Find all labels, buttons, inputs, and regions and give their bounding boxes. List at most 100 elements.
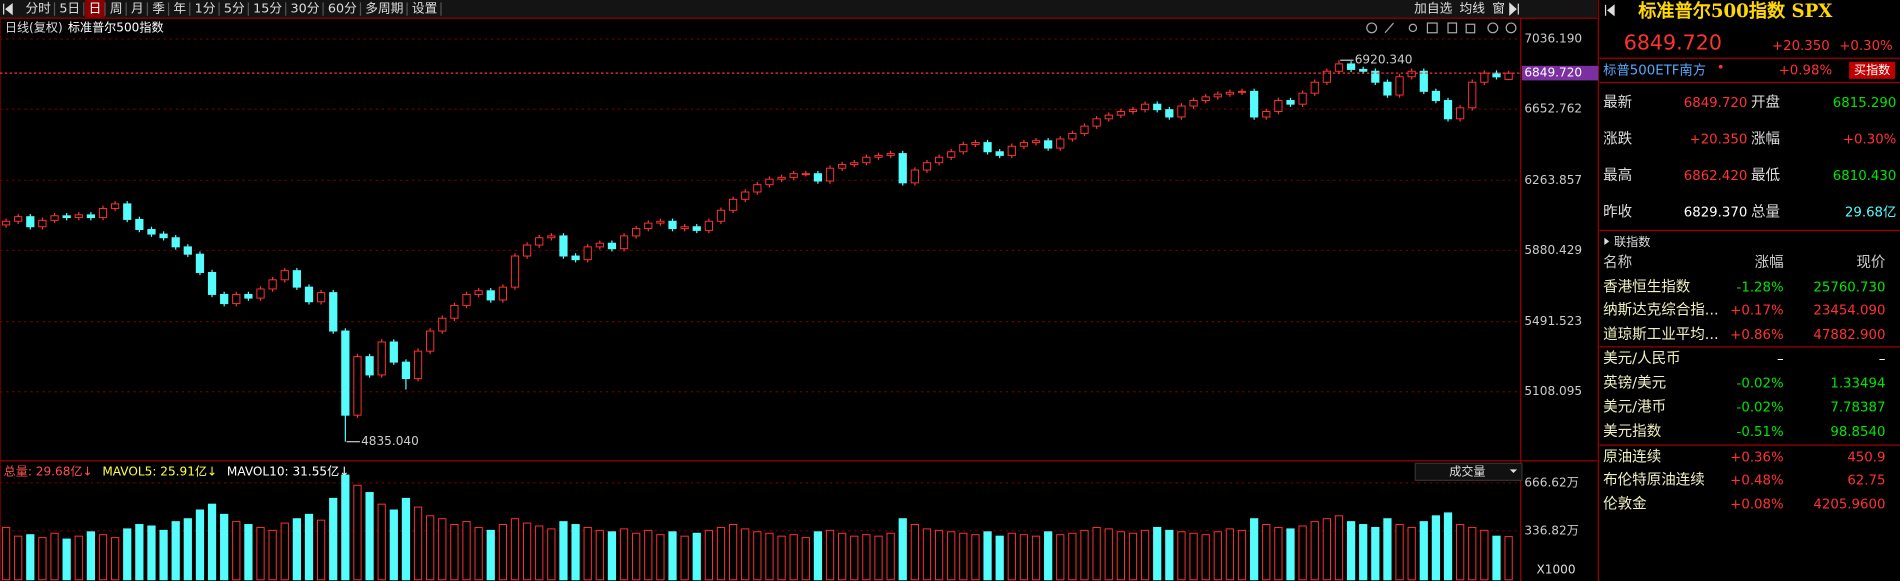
related-name[interactable]: 纳斯达克综合指...	[1603, 302, 1719, 319]
candle-body	[1104, 114, 1113, 120]
period-tab[interactable]: 5分	[224, 1, 245, 16]
period-tab[interactable]: 日	[89, 1, 102, 16]
tool-button[interactable]: 加自选	[1414, 1, 1452, 16]
tool-button[interactable]: 均线	[1460, 1, 1486, 16]
candle-body	[316, 292, 326, 303]
period-tab[interactable]: 季	[152, 1, 165, 16]
candle-body	[1201, 96, 1210, 102]
period-tab[interactable]: 年	[173, 1, 186, 16]
candle-body	[995, 151, 1004, 156]
candle-body	[50, 215, 59, 221]
etf-dot	[1718, 64, 1723, 69]
candle-body	[1213, 93, 1222, 98]
period-tab[interactable]: 30分	[291, 1, 320, 16]
related-name[interactable]: 伦敦金	[1603, 496, 1647, 513]
buy-button[interactable]	[1849, 61, 1896, 79]
candle-body	[401, 361, 411, 380]
related-change: +0.48%	[1730, 473, 1783, 488]
chart-subtitle: 日线(复权)	[5, 20, 63, 34]
candle-body	[123, 203, 132, 220]
period-tab[interactable]: 设置	[412, 1, 438, 16]
related-name[interactable]: 美元/港币	[1603, 399, 1666, 416]
etf-change: +0.98%	[1779, 63, 1832, 78]
related-price: 98.8540	[1830, 425, 1885, 440]
related-name[interactable]: 道琼斯工业平均...	[1603, 326, 1719, 343]
candle-body	[862, 156, 871, 164]
volume-bar	[813, 531, 823, 581]
volume-bar	[401, 497, 411, 581]
candle-body	[644, 222, 653, 230]
volume-unit: X1000	[1536, 563, 1575, 577]
candle-body	[292, 270, 301, 288]
volume-bar	[1492, 535, 1501, 581]
volume-bar	[922, 528, 932, 581]
volume-bar	[1456, 524, 1465, 581]
candle-body	[595, 242, 604, 248]
related-name[interactable]: 美元指数	[1603, 423, 1662, 440]
volume-bar	[195, 509, 205, 581]
tool-button[interactable]: 窗	[1492, 1, 1505, 16]
candle-body	[86, 214, 95, 219]
period-tab[interactable]: 60分	[328, 1, 357, 16]
volume-bar	[644, 529, 653, 581]
y-tick-label: 7036.190	[1524, 32, 1582, 46]
period-tab[interactable]: 多周期	[365, 1, 403, 16]
period-tab[interactable]: 1分	[195, 1, 216, 16]
period-tab[interactable]: 分时	[25, 1, 51, 16]
collapse-icon[interactable]	[1509, 2, 1519, 16]
candle-body	[898, 153, 907, 184]
volume-bar	[377, 503, 386, 581]
tool-icons[interactable]	[1366, 22, 1517, 34]
candle-body	[947, 151, 956, 158]
volume-bar	[207, 503, 217, 581]
related-name[interactable]: 美元/人民币	[1603, 350, 1681, 367]
volume-bar	[1310, 521, 1319, 581]
candle-body	[1480, 72, 1489, 83]
volume-bar	[147, 525, 156, 581]
buy-button-label[interactable]: 买指数	[1854, 62, 1890, 77]
stat-value: 6829.370	[1684, 205, 1748, 220]
period-tab[interactable]: 5日	[59, 1, 80, 16]
volume-bar	[1007, 532, 1016, 581]
y-tick-label: 6652.762	[1524, 102, 1582, 116]
candle-body	[1407, 70, 1416, 78]
volume-bar	[1383, 518, 1392, 581]
related-name[interactable]: 香港恒生指数	[1603, 278, 1691, 295]
indicator-select[interactable]	[1414, 462, 1523, 481]
indicator-name[interactable]: 成交量	[1449, 463, 1485, 478]
volume-bar	[850, 535, 859, 581]
volume-bar	[220, 513, 229, 581]
volume-bar	[728, 524, 738, 581]
candle-body	[1189, 100, 1198, 107]
candle-body	[426, 330, 435, 352]
back-icon[interactable]	[3, 2, 13, 16]
volume-bar	[1504, 536, 1513, 581]
volume-bar	[292, 518, 301, 581]
period-tab[interactable]: 15分	[253, 1, 282, 16]
volume-bar	[1480, 529, 1489, 581]
period-tab[interactable]: 周	[110, 1, 123, 16]
candle-body	[1031, 140, 1041, 144]
candle-body	[1431, 90, 1441, 102]
volume-bar	[595, 529, 604, 581]
volume-bar	[268, 529, 277, 581]
volume-bar	[680, 535, 689, 581]
volume-bar	[1346, 521, 1356, 581]
candle-body	[1359, 68, 1368, 72]
related-name[interactable]: 英镑/美元	[1603, 373, 1666, 391]
volume-bar	[1443, 512, 1453, 581]
candle-body	[438, 317, 447, 332]
candle-body	[14, 216, 23, 222]
candle-body	[1443, 100, 1453, 120]
y-tick-label: 5491.523	[1524, 314, 1582, 328]
candle-body	[680, 226, 689, 230]
period-tab[interactable]: 月	[131, 1, 144, 16]
related-name[interactable]: 原油连续	[1603, 448, 1661, 465]
volume-bar	[632, 532, 641, 581]
related-name[interactable]: 布伦特原油连续	[1603, 471, 1705, 488]
candle-body	[1346, 63, 1356, 70]
etf-name[interactable]: 标普500ETF南方	[1603, 62, 1706, 78]
volume-bar	[110, 537, 120, 581]
candle-body	[389, 341, 398, 363]
